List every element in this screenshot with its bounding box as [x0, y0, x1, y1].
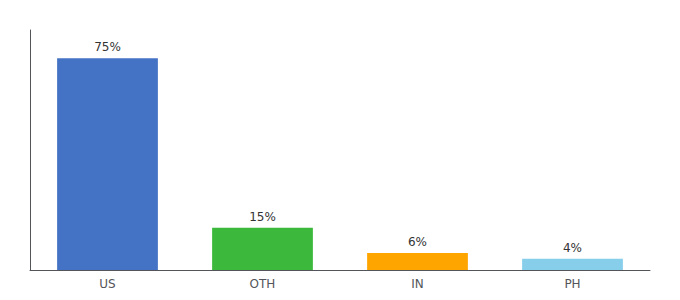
svg-text:15%: 15% — [249, 210, 276, 224]
svg-text:PH: PH — [564, 277, 580, 291]
svg-text:IN: IN — [411, 277, 424, 291]
svg-text:OTH: OTH — [250, 277, 276, 291]
svg-text:75%: 75% — [94, 40, 121, 54]
svg-text:6%: 6% — [408, 235, 427, 249]
svg-text:4%: 4% — [563, 241, 582, 255]
svg-text:US: US — [99, 277, 115, 291]
